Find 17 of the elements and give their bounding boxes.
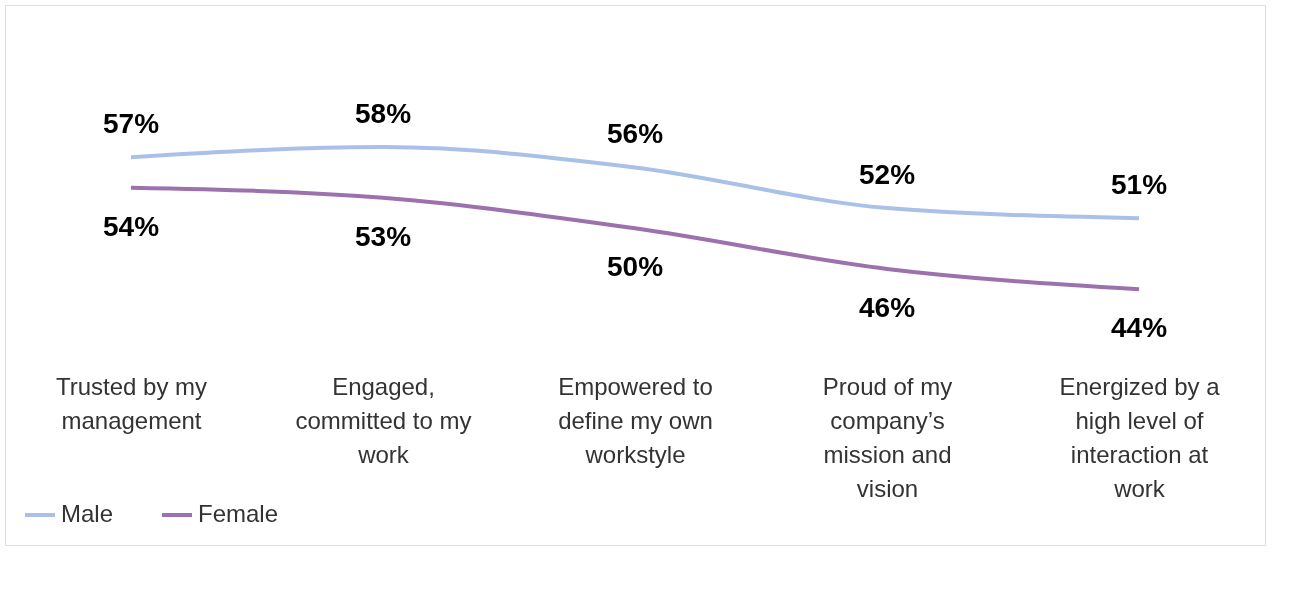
x-tick-label: Empowered to define my own workstyle <box>558 372 713 468</box>
data-label: 50% <box>606 251 664 283</box>
data-label: 51% <box>1110 169 1168 201</box>
x-tick-label: Engaged, committed to my work <box>295 372 472 468</box>
data-label: 46% <box>858 291 916 323</box>
data-label: 44% <box>1110 312 1168 344</box>
data-label: 53% <box>354 220 412 252</box>
data-label: 54% <box>102 210 160 242</box>
data-label: 58% <box>354 98 412 130</box>
data-label: 56% <box>606 118 664 150</box>
x-tick-label: Proud of my company’s mission and vision <box>822 372 953 502</box>
data-label: 57% <box>102 108 160 140</box>
legend-label: Female <box>198 500 279 527</box>
legend-label: Male <box>61 500 114 527</box>
x-tick-label: Trusted by my management <box>55 372 208 434</box>
x-tick-label: Energized by a high level of interaction at work <box>1059 372 1221 502</box>
data-label: 52% <box>858 159 916 191</box>
